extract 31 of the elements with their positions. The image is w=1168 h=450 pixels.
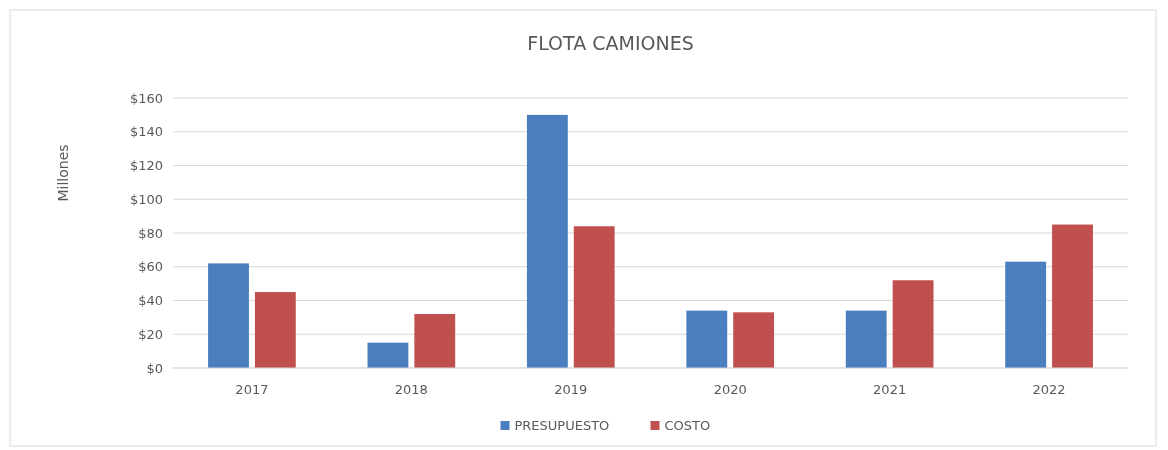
bar <box>686 310 728 368</box>
y-tick-label: $60 <box>138 259 163 275</box>
y-axis-title: Millones <box>55 144 71 202</box>
bar <box>526 114 568 368</box>
x-tick-label: 2017 <box>235 382 269 397</box>
y-tick-label: $20 <box>138 326 163 342</box>
y-tick-label: $80 <box>138 225 163 241</box>
bar <box>1005 261 1047 368</box>
bar <box>1052 224 1093 368</box>
bar <box>845 310 887 368</box>
legend-label: PRESUPUESTO <box>514 418 610 433</box>
bar <box>367 342 409 368</box>
bar <box>892 280 934 368</box>
y-tick-label: $0 <box>146 360 163 376</box>
y-tick-label: $120 <box>129 158 163 174</box>
x-tick-label: 2020 <box>713 382 747 397</box>
bar <box>254 292 296 368</box>
x-tick-label: 2021 <box>873 382 907 397</box>
bar <box>208 263 249 368</box>
y-tick-label: $140 <box>129 124 163 140</box>
y-tick-label: $100 <box>129 191 163 207</box>
bar <box>573 226 615 368</box>
y-tick-label: $160 <box>129 90 163 106</box>
legend-label: COSTO <box>664 418 711 433</box>
bar <box>733 312 775 368</box>
x-tick-label: 2019 <box>554 382 588 397</box>
x-tick-label: 2018 <box>394 382 428 397</box>
x-tick-label: 2022 <box>1032 382 1066 397</box>
chart-title: FLOTA CAMIONES <box>527 32 694 54</box>
bar <box>414 314 456 368</box>
y-tick-label: $40 <box>138 293 163 309</box>
